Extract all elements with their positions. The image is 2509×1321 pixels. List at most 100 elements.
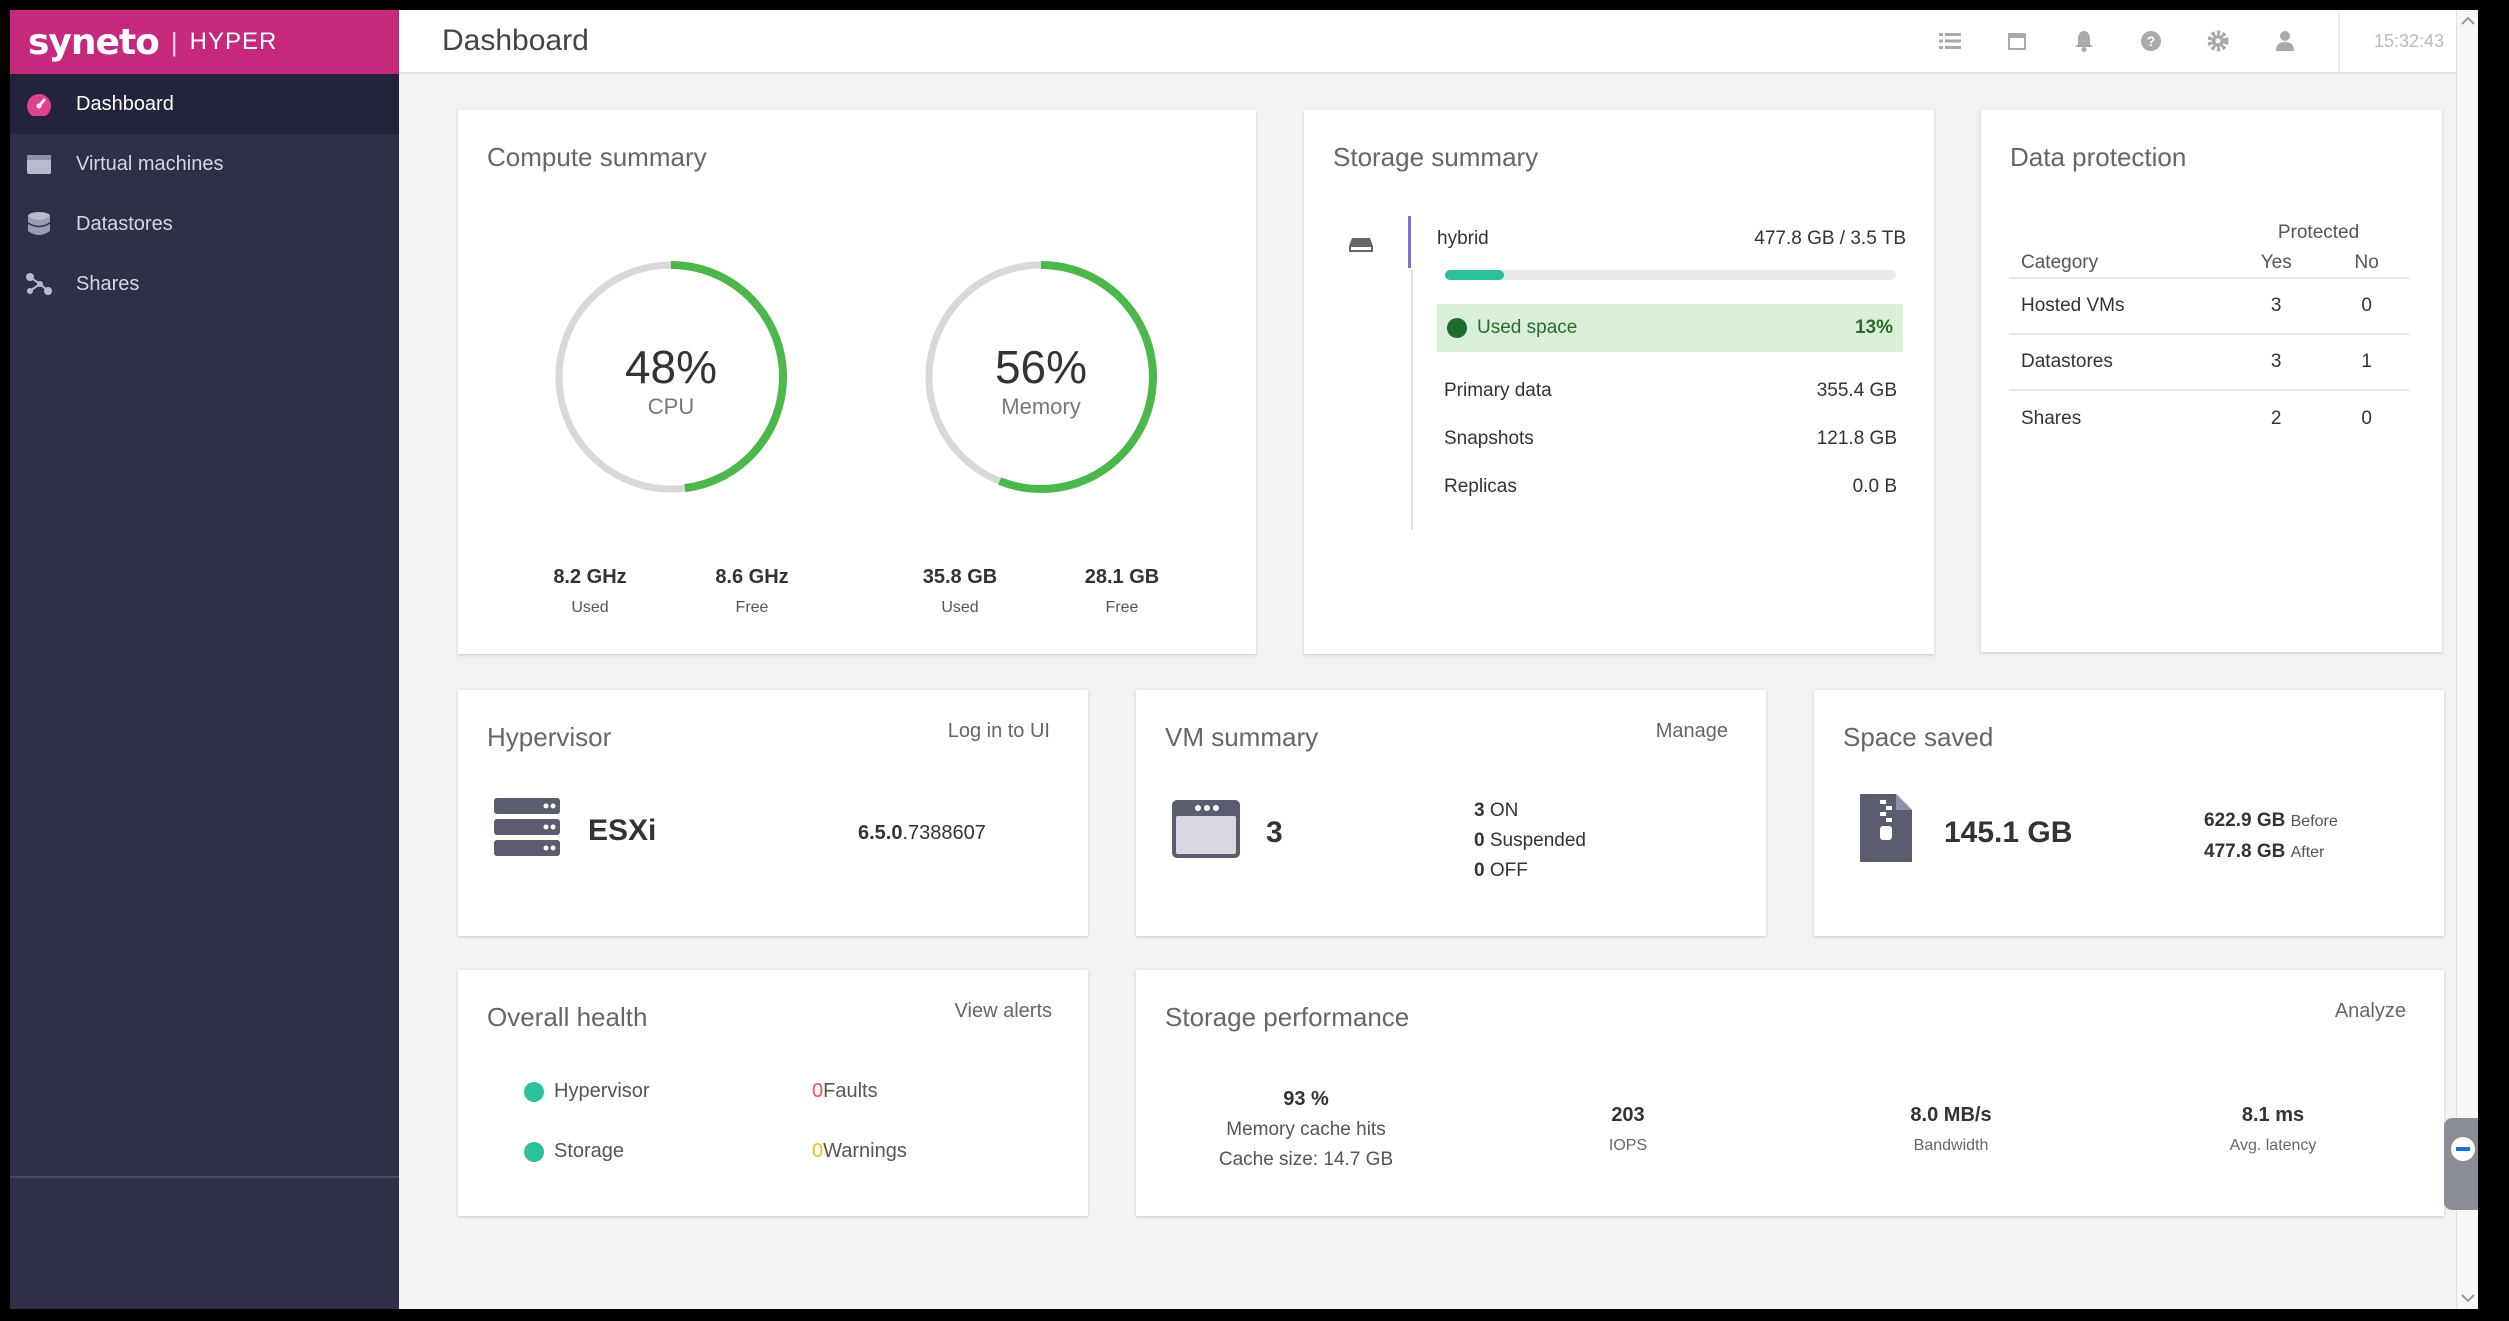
zip-file-icon	[1860, 794, 1912, 867]
support-tab[interactable]	[2444, 1118, 2478, 1210]
vm-state-on: 3 ON	[1474, 796, 1586, 826]
sidebar-item-label: Dashboard	[76, 92, 174, 115]
health-item-label: Storage	[554, 1140, 625, 1162]
category-cell: Shares	[2009, 389, 2229, 446]
storage-summary-card: Storage summary hybrid 477.8 GB / 3.5 TB…	[1304, 110, 1934, 654]
no-cell: 0	[2324, 389, 2409, 446]
storage-row-value: 121.8 GB	[1816, 428, 1897, 449]
card-title: Compute summary	[487, 142, 707, 172]
card-title: Space saved	[1843, 722, 1994, 752]
protected-header: Protected	[2277, 222, 2360, 243]
analyze-link[interactable]: Analyze	[2334, 1000, 2406, 1022]
storage-performance-card: Storage performance Analyze 93 % Memory …	[1136, 970, 2444, 1216]
category-cell: Hosted VMs	[2009, 277, 2229, 334]
warnings-label: Warnings	[823, 1140, 907, 1162]
sidebar-item-virtual-machines[interactable]: Virtual machines	[10, 134, 399, 194]
server-icon	[494, 798, 560, 863]
health-warnings: 0Warnings	[812, 1140, 907, 1163]
bandwidth-value: 8.0 MB/s	[1910, 1104, 1992, 1126]
memory-used-stat: 35.8 GB Used	[900, 566, 1020, 617]
list-icon[interactable]	[1916, 32, 1983, 50]
vm-on-count: 3	[1474, 800, 1485, 821]
vm-count: 3	[1266, 816, 1283, 849]
pool-name[interactable]: hybrid	[1437, 228, 1489, 249]
space-saved-value: 145.1 GB	[1944, 816, 2073, 849]
cache-hits-label: Memory cache hits	[1226, 1119, 1386, 1140]
memory-free-value: 28.1 GB	[1084, 566, 1160, 588]
space-saved-card: Space saved 145.1 GB 622.9 GB Before 477…	[1814, 690, 2444, 936]
memory-gauge-label: 56% Memory	[919, 340, 1163, 420]
support-chat-icon	[2451, 1137, 2475, 1161]
help-icon[interactable]: ?	[2117, 30, 2184, 52]
topbar: Dashboard ? 15:32:43	[399, 10, 2478, 74]
memory-label: Memory	[1001, 394, 1081, 419]
manage-link[interactable]: Manage	[1655, 720, 1728, 742]
used-space-bar-fill	[1445, 270, 1504, 280]
storage-row-label: Replicas	[1444, 476, 1517, 497]
sidebar-item-shares[interactable]: Shares	[10, 254, 399, 314]
app-window: syneto | HYPER Dashboard Virtual machine…	[10, 10, 2478, 1309]
storage-row-label: Primary data	[1444, 380, 1552, 401]
database-icon	[24, 212, 54, 236]
vm-state-list: 3 ON 0 Suspended 0 OFF	[1474, 796, 1586, 886]
card-title: Storage summary	[1333, 142, 1539, 172]
view-alerts-link[interactable]: View alerts	[954, 1000, 1052, 1022]
vm-suspended-label: Suspended	[1489, 830, 1587, 851]
page-scrollbar[interactable]	[2456, 10, 2478, 1309]
cache-size: Cache size: 14.7 GB	[1218, 1149, 1394, 1170]
status-ok-dot	[524, 1141, 544, 1162]
faults-count: 0	[812, 1080, 824, 1102]
data-protection-table: Protected Category Yes No Hosted VMs 3 0…	[2009, 218, 2409, 446]
card-title: Hypervisor	[487, 722, 612, 752]
iops-value: 203	[1611, 1104, 1645, 1126]
cpu-gauge	[555, 261, 787, 493]
page-title: Dashboard	[442, 24, 589, 57]
sidebar-divider	[10, 1176, 399, 1178]
category-cell: Datastores	[2009, 333, 2229, 390]
card-title: Data protection	[2010, 142, 2187, 172]
scroll-down-icon[interactable]	[2461, 1293, 2475, 1303]
table-row: Hosted VMs 3 0	[2009, 277, 2409, 334]
brand-separator: |	[170, 26, 178, 57]
sidebar-item-datastores[interactable]: Datastores	[10, 194, 399, 254]
no-cell: 0	[2324, 277, 2409, 334]
vm-window-icon	[1172, 800, 1240, 863]
card-title: Overall health	[487, 1002, 648, 1032]
no-cell: 1	[2324, 333, 2409, 390]
cpu-percent: 48%	[624, 341, 718, 393]
table-row: Shares 2 0	[2009, 389, 2409, 446]
scroll-up-icon[interactable]	[2461, 16, 2475, 26]
space-after-value: 477.8 GB	[2204, 841, 2286, 862]
cache-hits-value: 93 %	[1283, 1088, 1329, 1110]
vm-off-count: 0	[1474, 860, 1485, 881]
pool-divider	[1411, 270, 1413, 530]
bandwidth-label: Bandwidth	[1913, 1137, 1989, 1154]
calendar-icon[interactable]	[1983, 31, 2050, 51]
storage-row-value: 0.0 B	[1852, 476, 1897, 497]
hypervisor-card: Hypervisor Log in to UI ESXi 6.5.0.73886…	[458, 690, 1088, 936]
iops-stat: 203 IOPS	[1528, 1104, 1728, 1155]
sidebar-item-dashboard[interactable]: Dashboard	[10, 74, 399, 134]
sidebar-item-label: Datastores	[76, 212, 173, 235]
clock: 15:32:43	[2338, 10, 2478, 72]
used-space-dot	[1447, 318, 1467, 338]
sidebar-item-label: Shares	[76, 272, 140, 295]
virtual-machine-icon	[24, 152, 54, 176]
overall-health-card: Overall health View alerts Hypervisor 0F…	[458, 970, 1088, 1216]
used-space-label: Used space	[1477, 317, 1578, 338]
brand-header[interactable]: syneto | HYPER	[10, 10, 399, 74]
health-item-hypervisor: Hypervisor	[524, 1080, 650, 1103]
gear-icon[interactable]	[2184, 30, 2251, 52]
faults-label: Faults	[823, 1080, 878, 1102]
user-icon[interactable]	[2251, 30, 2318, 52]
brand-product: HYPER	[189, 28, 278, 55]
used-space-row: Used space 13%	[1437, 304, 1903, 352]
bell-icon[interactable]	[2050, 30, 2117, 52]
space-after: 477.8 GB After	[2204, 837, 2338, 868]
log-in-to-ui-link[interactable]: Log in to UI	[947, 720, 1050, 742]
version-main: 6.5.0	[858, 822, 903, 844]
memory-free-label: Free	[1105, 599, 1139, 616]
topbar-icons: ? 15:32:43	[1916, 10, 2478, 72]
used-space-bar	[1445, 270, 1896, 280]
vm-off-label: OFF	[1489, 860, 1528, 881]
